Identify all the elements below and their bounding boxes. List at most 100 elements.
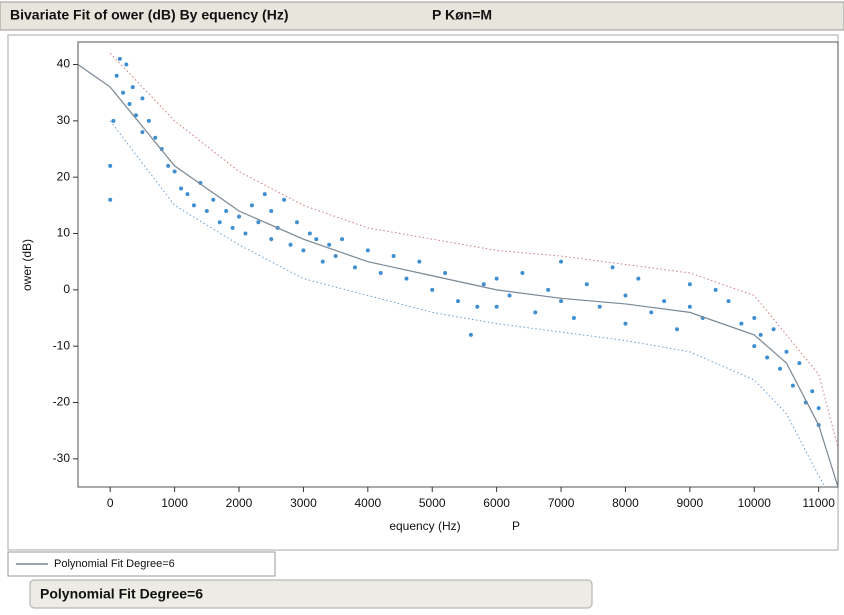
chart-title: Bivariate Fit of ower (dB) By equency (H… bbox=[10, 7, 288, 23]
data-point bbox=[752, 316, 757, 321]
data-point bbox=[117, 56, 122, 61]
data-point bbox=[610, 265, 615, 270]
data-point bbox=[108, 197, 113, 202]
data-point bbox=[584, 282, 589, 287]
x-tick-label: 11000 bbox=[802, 496, 835, 510]
plot-layer bbox=[78, 52, 838, 487]
data-point bbox=[211, 197, 216, 202]
data-point bbox=[571, 316, 576, 321]
x-tick-label: 9000 bbox=[677, 496, 704, 510]
data-point bbox=[301, 248, 306, 253]
y-tick-label: -20 bbox=[53, 395, 71, 409]
data-point bbox=[288, 242, 293, 247]
data-point bbox=[365, 248, 370, 253]
data-point bbox=[166, 163, 171, 168]
data-point bbox=[758, 332, 763, 337]
data-point bbox=[417, 259, 422, 264]
data-point bbox=[282, 197, 287, 202]
data-point bbox=[249, 203, 254, 208]
x-tick-label: 3000 bbox=[290, 496, 317, 510]
data-point bbox=[230, 225, 235, 230]
data-point bbox=[475, 304, 480, 309]
data-point bbox=[739, 321, 744, 326]
data-point bbox=[340, 237, 345, 242]
fit-line bbox=[78, 64, 838, 487]
data-point bbox=[204, 208, 209, 213]
y-tick-label: -30 bbox=[53, 451, 71, 465]
x-axis-label: equency (Hz) bbox=[389, 519, 460, 533]
data-point bbox=[237, 214, 242, 219]
data-point bbox=[797, 361, 802, 366]
report-bar[interactable] bbox=[29, 579, 593, 609]
data-point bbox=[294, 220, 299, 225]
data-point bbox=[172, 169, 177, 174]
data-point bbox=[256, 220, 261, 225]
data-point bbox=[153, 135, 158, 140]
data-point bbox=[752, 344, 757, 349]
data-point bbox=[352, 265, 357, 270]
x-tick-label: 2000 bbox=[226, 496, 253, 510]
y-tick-label: 20 bbox=[57, 169, 71, 183]
x-tick-label: 1000 bbox=[161, 496, 188, 510]
data-point bbox=[662, 299, 667, 304]
data-point bbox=[130, 85, 135, 90]
data-point bbox=[391, 254, 396, 259]
data-point bbox=[140, 130, 145, 135]
data-point bbox=[520, 270, 525, 275]
data-point bbox=[546, 287, 551, 292]
y-tick-label: 40 bbox=[57, 57, 71, 71]
x-tick-label: 5000 bbox=[419, 496, 446, 510]
data-point bbox=[114, 73, 119, 78]
data-point bbox=[111, 118, 116, 123]
data-point bbox=[713, 287, 718, 292]
x-tick-label: 8000 bbox=[612, 496, 639, 510]
data-point bbox=[121, 90, 126, 95]
data-point bbox=[790, 383, 795, 388]
data-point bbox=[559, 259, 564, 264]
data-point bbox=[262, 192, 267, 197]
data-point bbox=[816, 406, 821, 411]
legend-label: Polynomial Fit Degree=6 bbox=[54, 558, 175, 570]
data-point bbox=[217, 220, 222, 225]
data-point bbox=[810, 389, 815, 394]
data-point bbox=[507, 293, 512, 298]
data-point bbox=[404, 276, 409, 281]
data-point bbox=[140, 96, 145, 101]
data-point bbox=[778, 366, 783, 371]
data-point bbox=[133, 113, 138, 118]
data-point bbox=[687, 304, 692, 309]
data-point bbox=[443, 270, 448, 275]
x-tick-label: 10000 bbox=[738, 496, 772, 510]
data-point bbox=[333, 254, 338, 259]
data-point bbox=[771, 327, 776, 332]
data-point bbox=[559, 299, 564, 304]
y-axis-label: ower (dB) bbox=[20, 239, 34, 291]
data-point bbox=[784, 349, 789, 354]
data-point bbox=[307, 231, 312, 236]
data-point bbox=[687, 282, 692, 287]
plot-area bbox=[77, 41, 839, 488]
data-point bbox=[127, 101, 132, 106]
data-point bbox=[494, 276, 499, 281]
data-point bbox=[378, 270, 383, 275]
y-tick-label: -10 bbox=[53, 338, 71, 352]
data-point bbox=[623, 321, 628, 326]
data-point bbox=[481, 282, 486, 287]
data-point bbox=[108, 163, 113, 168]
x-tick-label: 4000 bbox=[354, 496, 381, 510]
data-point bbox=[430, 287, 435, 292]
title-bar bbox=[0, 1, 844, 31]
legend bbox=[7, 551, 276, 577]
data-point bbox=[636, 276, 641, 281]
x-tick-label: 0 bbox=[107, 496, 114, 510]
data-point bbox=[597, 304, 602, 309]
data-point bbox=[533, 310, 538, 315]
data-point bbox=[726, 299, 731, 304]
report-title[interactable]: Polynomial Fit Degree=6 bbox=[40, 586, 203, 602]
data-point bbox=[314, 237, 319, 242]
y-tick-label: 10 bbox=[57, 226, 71, 240]
data-point bbox=[494, 304, 499, 309]
data-point bbox=[269, 237, 274, 242]
